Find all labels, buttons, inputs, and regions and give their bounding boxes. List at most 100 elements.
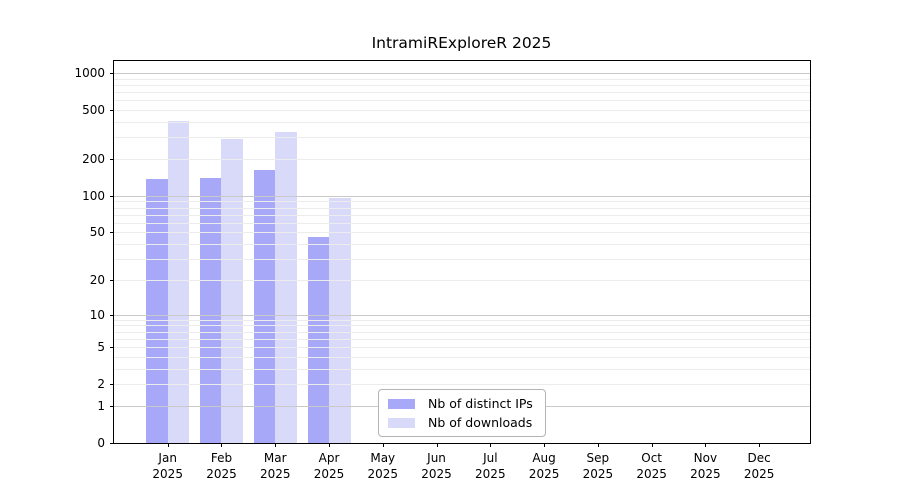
x-tick-label: Oct 2025 — [636, 450, 667, 482]
gridline-minor — [114, 100, 810, 102]
y-tick-mark — [110, 347, 114, 349]
gridline-minor — [114, 214, 810, 216]
y-tick-label: 1000 — [74, 66, 105, 80]
legend-label: Nb of distinct IPs — [428, 396, 533, 411]
gridline-minor — [114, 92, 810, 94]
gridline-minor — [114, 319, 810, 321]
y-tick-label: 100 — [82, 188, 105, 203]
gridline-minor — [114, 110, 810, 112]
x-tick-month: Feb — [210, 451, 233, 465]
y-tick-label: 5 — [97, 340, 105, 355]
plot-area: 0 1 2 5 10 20 50 100 200 500 1000 Jan 2025 Feb 2025 Mar… — [74, 60, 811, 481]
x-tick-year: 2025 — [690, 467, 721, 481]
gridline-minor — [114, 338, 810, 340]
y-tick-label: 1 — [97, 398, 105, 413]
gridline-minor — [114, 121, 810, 123]
gridline-minor — [114, 384, 810, 386]
x-tick-month: Nov — [693, 451, 718, 465]
y-tick-mark — [110, 195, 114, 197]
gridline-minor — [114, 201, 810, 203]
x-tick-label: Jun 2025 — [421, 450, 452, 482]
x-tick-month: Jul — [483, 451, 498, 465]
x-tick-year: 2025 — [475, 467, 506, 481]
y-tick-label: 50 — [89, 225, 105, 240]
legend-label: Nb of downloads — [428, 415, 533, 430]
gridline-major — [114, 73, 810, 74]
gridline-minor — [114, 137, 810, 139]
y-tick-mark — [110, 232, 114, 234]
y-tick-mark — [110, 405, 114, 407]
y-tick-label: 10 — [89, 307, 105, 322]
x-tick-year: 2025 — [528, 467, 560, 481]
x-tick-mark — [651, 443, 653, 447]
x-tick-mark — [436, 443, 438, 447]
y-tick-label: 500 — [82, 103, 105, 118]
x-tick-label: May 2025 — [367, 450, 398, 482]
x-tick-year: 2025 — [367, 467, 399, 481]
bar-downloads — [275, 132, 297, 443]
x-tick-label: Jul 2025 — [475, 450, 506, 482]
y-tick-mark — [110, 110, 114, 112]
y-tick-mark — [110, 279, 114, 281]
y-tick-mark — [110, 443, 114, 444]
x-tick-mark — [759, 443, 761, 447]
gridline-minor — [114, 331, 810, 333]
x-tick-year: 2025 — [259, 467, 291, 481]
gridline-minor — [114, 259, 810, 261]
gridline-minor — [114, 158, 810, 160]
legend-item: Nb of distinct IPs — [388, 396, 536, 411]
x-tick-mark — [167, 443, 169, 447]
legend: Nb of distinct IPs Nb of downloads — [378, 389, 546, 437]
x-tick-year: 2025 — [636, 467, 667, 481]
x-tick-month: Mar — [263, 451, 287, 465]
bar-downloads — [167, 121, 190, 443]
x-tick-month: Oct — [641, 451, 662, 465]
x-tick-month: Aug — [532, 451, 556, 465]
legend-item: Nb of downloads — [388, 415, 536, 430]
y-tick-label: 20 — [89, 272, 105, 287]
y-tick-mark — [110, 314, 114, 316]
x-tick-year: 2025 — [421, 467, 452, 481]
bar-downloads — [221, 139, 243, 443]
x-tick-label: Dec 2025 — [744, 450, 775, 482]
y-tick-mark — [110, 158, 114, 160]
x-tick-month: Jan — [158, 451, 177, 465]
y-tick-label: 0 — [97, 436, 105, 450]
bar-distinct-ips — [199, 177, 222, 443]
gridline-minor — [114, 244, 810, 246]
y-tick-label: 2 — [97, 377, 105, 392]
x-tick-month: Sep — [586, 451, 610, 465]
y-tick-label: 200 — [82, 151, 105, 166]
x-tick-year: 2025 — [743, 467, 775, 481]
x-tick-label: Sep 2025 — [583, 450, 614, 482]
x-tick-mark — [705, 443, 707, 447]
x-tick-label: Jan 2025 — [152, 450, 183, 482]
x-tick-label: Nov 2025 — [690, 450, 721, 482]
gridline-minor — [114, 347, 810, 349]
legend-swatch-downloads — [388, 417, 415, 428]
x-tick-label: Aug 2025 — [529, 450, 560, 482]
x-tick-month: May — [370, 451, 396, 465]
bar-distinct-ips — [307, 236, 329, 443]
gridline-major — [114, 314, 810, 316]
x-tick-mark — [221, 443, 223, 447]
gridline-minor — [114, 84, 810, 86]
x-tick-mark — [382, 443, 384, 447]
x-tick-label: Apr 2025 — [314, 450, 345, 482]
x-tick-mark — [597, 443, 599, 447]
legend-swatch-distinct-ips — [388, 398, 415, 409]
gridline-minor — [114, 207, 810, 209]
x-tick-label: Feb 2025 — [206, 450, 237, 482]
x-tick-month: Apr — [318, 451, 340, 465]
gridline-minor — [114, 222, 810, 224]
x-tick-mark — [329, 443, 330, 447]
gridline-major — [114, 195, 810, 197]
x-tick-year: 2025 — [206, 467, 237, 481]
bar-distinct-ips — [253, 170, 276, 443]
x-tick-year: 2025 — [582, 467, 614, 481]
y-tick-mark — [110, 73, 114, 74]
x-tick-month: Dec — [747, 451, 771, 465]
gridline-minor — [114, 78, 810, 80]
gridline-minor — [114, 232, 810, 234]
